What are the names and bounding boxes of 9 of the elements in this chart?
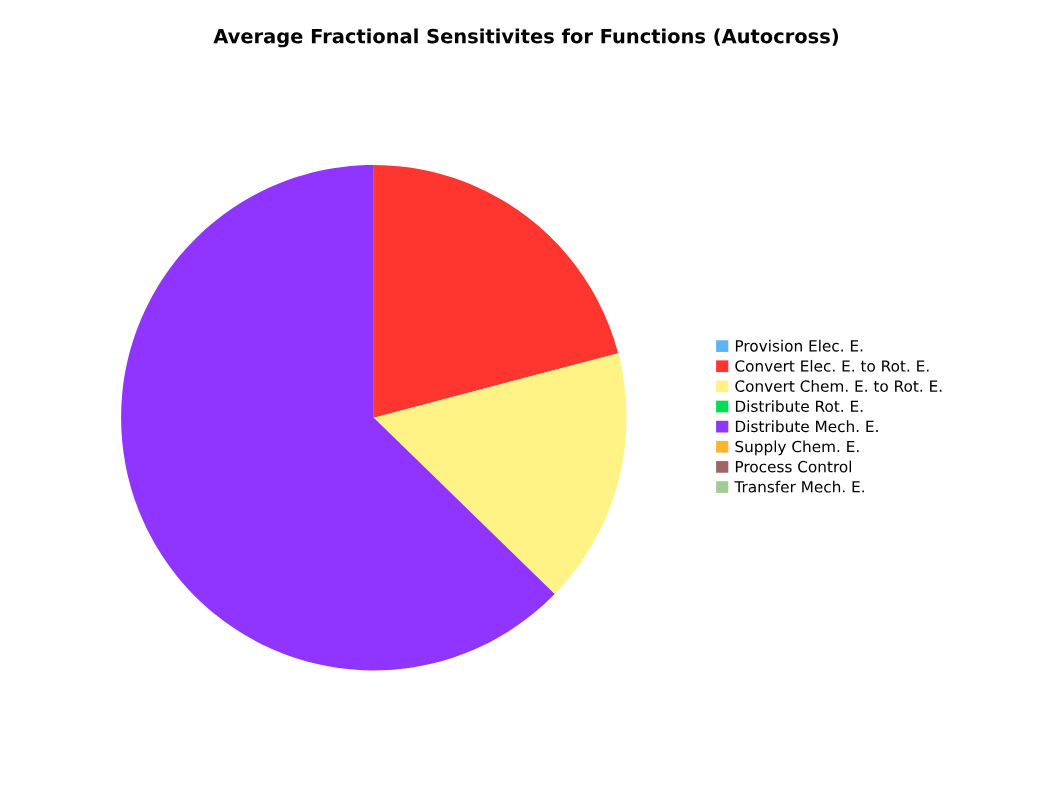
legend-label: Supply Chem. E. [735,440,859,456]
legend-label: Provision Elec. E. [735,339,863,352]
legend-label: Distribute Mech. E. [735,420,878,433]
legend-label: Convert Chem. E. to Rot. E. [735,380,942,392]
legend-label: Distribute Rot. E. [735,400,863,413]
legend-label: Process Control [735,460,852,473]
chart-title: Average Fractional Sensitivites for Functions (Autocross) [213,28,838,48]
legend-label: Transfer Mech. E. [734,480,864,493]
legend-label: Convert Elec. E. to Rot. E. [735,359,929,372]
